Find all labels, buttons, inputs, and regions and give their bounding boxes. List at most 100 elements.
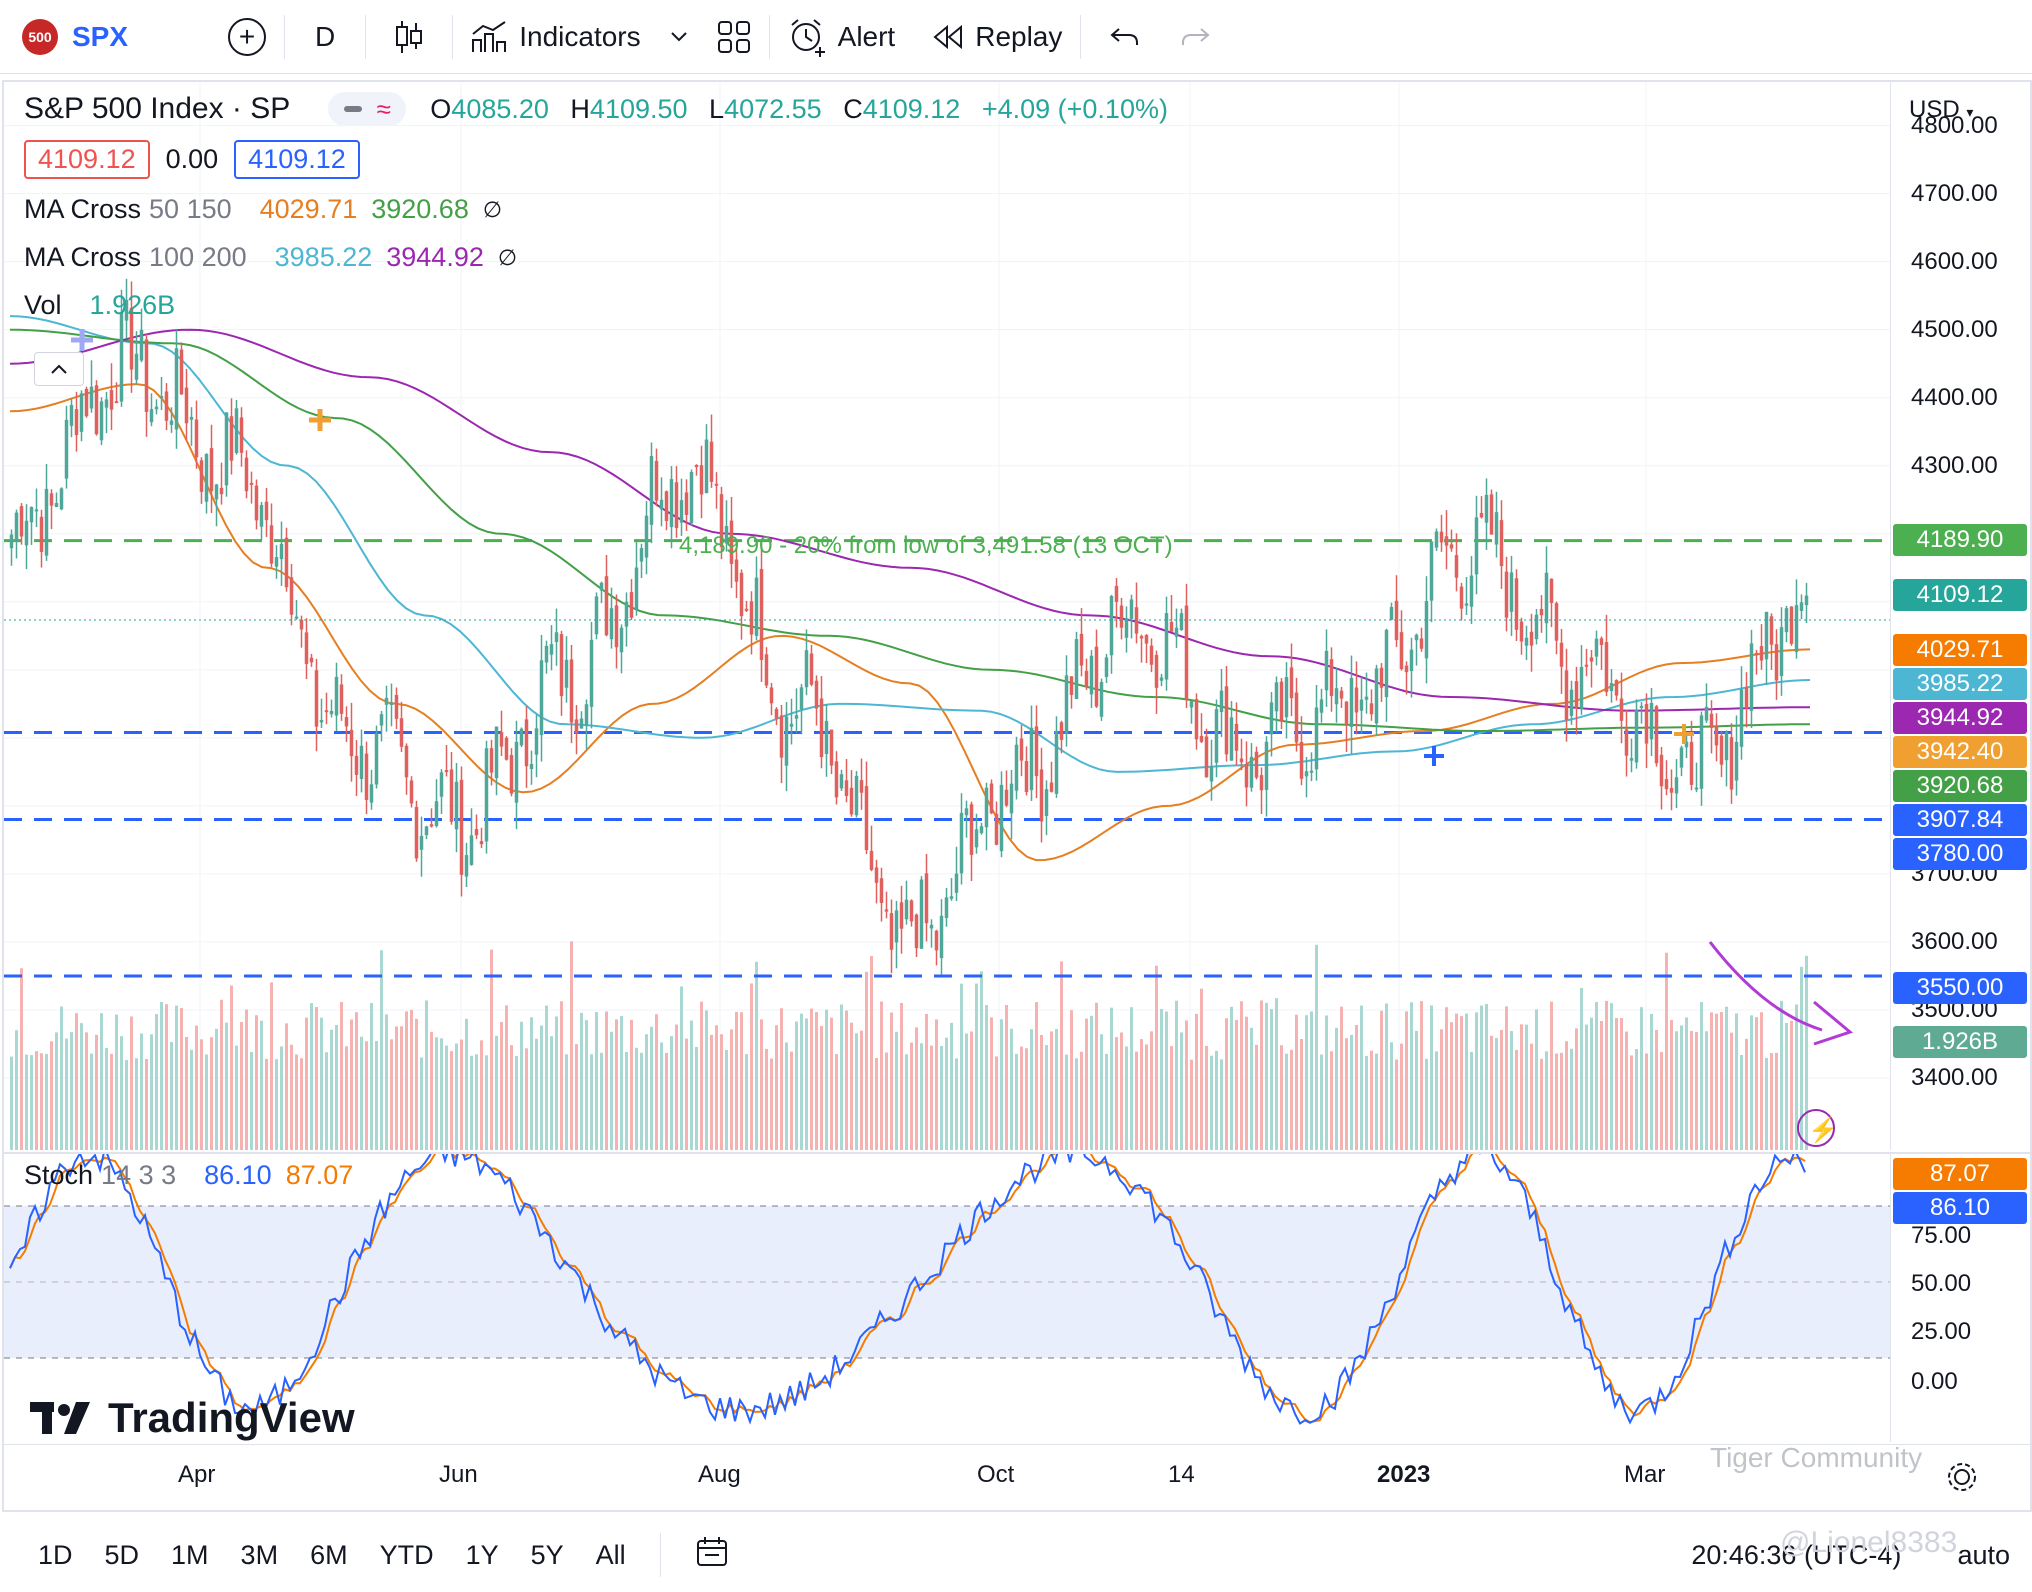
candle-body [89, 386, 94, 409]
main-price-pane[interactable]: 4,189.90 - 20% from low of 3,491.58 (13 … [4, 82, 1890, 1150]
candle-body [1544, 572, 1549, 624]
candle-body [1634, 709, 1639, 763]
range-button-3m[interactable]: 3M [240, 1539, 279, 1570]
candle-body [1319, 699, 1324, 713]
candle-body [564, 659, 569, 688]
range-button-1m[interactable]: 1M [171, 1539, 209, 1570]
undo-button[interactable] [1081, 0, 1169, 74]
range-button-5y[interactable]: 5Y [530, 1539, 564, 1570]
compare-button[interactable]: + [210, 0, 284, 74]
lightning-icon[interactable] [1797, 1109, 1835, 1147]
volume-bar [425, 1000, 428, 1150]
legend-toggle[interactable]: ≈ [328, 92, 407, 126]
ohlc-open: 4085.20 [451, 93, 549, 124]
volume-bar [1780, 1000, 1783, 1150]
volume-bar [640, 1052, 643, 1150]
volume-bar [1185, 1020, 1188, 1150]
time-axis[interactable]: Apr Jun Aug Oct 14 2023 Mar [4, 1444, 2032, 1510]
volume-bar [420, 1057, 423, 1150]
candle-body [1624, 729, 1629, 756]
ma-cross-1-legend[interactable]: MA Cross 50 150 4029.71 3920.68 ∅ [24, 194, 502, 225]
alert-button[interactable]: Alert [770, 0, 914, 74]
replay-button[interactable]: Replay [913, 0, 1080, 74]
clock-timezone[interactable]: 20:46:36 (UTC-4) [1691, 1539, 1902, 1570]
candle-body [1464, 603, 1469, 606]
range-button-all[interactable]: All [595, 1539, 626, 1570]
hide-values-icon[interactable]: ∅ [497, 244, 518, 270]
volume-bar [685, 1038, 688, 1150]
range-button-1y[interactable]: 1Y [465, 1539, 499, 1570]
indicators-button[interactable]: Indicators [453, 0, 658, 74]
chart-type-button[interactable] [366, 0, 452, 74]
settings-button[interactable] [1944, 1459, 1980, 1495]
candle-body [559, 634, 564, 697]
volume-bar [1285, 1053, 1288, 1150]
volume-bar [905, 1054, 908, 1150]
grid [4, 82, 1890, 1150]
volume-bar [1250, 1027, 1253, 1150]
price-tick: 4400.00 [1911, 383, 1998, 411]
price-tick: 4800.00 [1911, 111, 1998, 139]
candle-body [1294, 692, 1299, 743]
layout-button[interactable] [699, 0, 769, 74]
volume-bar [450, 1051, 453, 1150]
candle-body [1469, 575, 1474, 607]
volume-legend[interactable]: Vol 1.926B [24, 290, 175, 321]
volume-bar [595, 1012, 598, 1150]
volume-bar [1190, 1059, 1193, 1150]
arrow-drawing[interactable] [1708, 941, 1823, 1032]
candle-body [479, 841, 484, 845]
symbol-search[interactable]: 500 SPX [0, 0, 210, 74]
collapse-legend-button[interactable] [34, 352, 84, 386]
volume-bar [555, 1016, 558, 1150]
candle-body [1219, 690, 1224, 713]
range-button-5d[interactable]: 5D [104, 1539, 140, 1570]
volume-bar [1655, 1030, 1658, 1150]
range-button-1d[interactable]: 1D [38, 1539, 73, 1570]
volume-bar [1665, 952, 1668, 1150]
tradingview-logo-icon [30, 1402, 90, 1434]
volume-bar [145, 1058, 148, 1150]
divider [365, 14, 367, 59]
interval-button[interactable]: D [285, 0, 365, 74]
volume-bar [980, 971, 983, 1150]
stochastic-pane[interactable]: Stoch 14 3 3 86.10 87.07 [4, 1138, 1890, 1442]
sell-price[interactable]: 4109.12 [24, 140, 150, 179]
price-axis[interactable]: USD ▾ 4800.00 4700.00 4600.00 4500.00 4400.0… [1890, 82, 2032, 1150]
candle-body [1599, 638, 1604, 645]
candle-body [1374, 668, 1379, 724]
volume-bar [1470, 1051, 1473, 1150]
candle-body [1639, 705, 1644, 708]
volume-bar [460, 1039, 463, 1150]
candle-body [69, 405, 74, 426]
candle-body [9, 534, 14, 549]
hide-values-icon[interactable]: ∅ [482, 196, 503, 222]
goto-date-button[interactable] [679, 1535, 745, 1576]
range-button-6m[interactable]: 6M [310, 1539, 348, 1570]
candle-body [929, 924, 934, 929]
volume-bar [1570, 1048, 1573, 1150]
volume-bar [325, 1052, 328, 1150]
redo-button[interactable] [1169, 0, 1221, 74]
buy-price[interactable]: 4109.12 [234, 140, 360, 179]
volume-bar [520, 1021, 523, 1150]
volume-bar [235, 1045, 238, 1150]
volume-bar [1330, 1051, 1333, 1150]
symbol-title[interactable]: S&P 500 Index · SP [24, 92, 291, 125]
plus-circle-icon: + [228, 17, 266, 56]
currency-selector[interactable]: USD ▾ [1909, 96, 1973, 124]
stoch-legend[interactable]: Stoch 14 3 3 86.10 87.07 [24, 1160, 353, 1191]
alarm-clock-icon [791, 18, 825, 57]
price-label: 4189.90 [1893, 524, 2027, 556]
range-button-ytd[interactable]: YTD [379, 1539, 434, 1570]
candle-body [264, 501, 269, 521]
candle-body [119, 311, 124, 402]
ma-cross-2-legend[interactable]: MA Cross 100 200 3985.22 3944.92 ∅ [24, 242, 517, 273]
volume-bar [795, 1021, 798, 1150]
volume-bar [1710, 1012, 1713, 1150]
stoch-axis[interactable]: 87.07 86.10 75.00 50.00 25.00 0.00 [1890, 1152, 2032, 1442]
volume-bar [1270, 1009, 1273, 1150]
undo-icon [1110, 27, 1139, 45]
templates-dropdown[interactable] [659, 0, 699, 74]
auto-scale-toggle[interactable]: auto [1957, 1539, 2010, 1570]
